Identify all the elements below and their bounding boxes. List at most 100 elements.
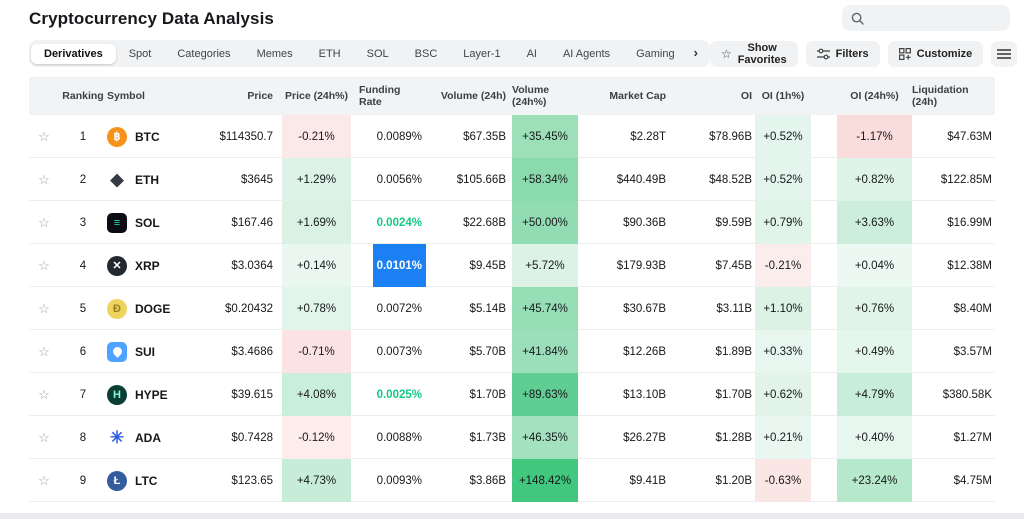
table-row[interactable]: ☆ 8 ✳ ADA $0.7428 -0.12% 0.0088% $1.73B … <box>29 416 995 459</box>
favorite-star-icon[interactable]: ☆ <box>38 300 50 316</box>
table-row[interactable]: ☆ 7 H HYPE $39.615 +4.08% 0.0025% $1.70B… <box>29 373 995 416</box>
funding-rate-cell[interactable]: 0.0088% <box>359 416 429 459</box>
col-volume-24h-pct[interactable]: Volume (24h%) <box>512 84 550 108</box>
funding-rate-cell[interactable]: 0.0056% <box>359 158 429 201</box>
funding-rate-value[interactable]: 0.0093% <box>376 474 422 487</box>
tab-layer-1[interactable]: Layer-1 <box>463 47 501 60</box>
table-row[interactable]: ☆ 2 ◆ ETH $3645 +1.29% 0.0056% $105.66B … <box>29 158 995 201</box>
favorite-star-icon[interactable]: ☆ <box>38 171 50 187</box>
filters-label: Filters <box>835 47 869 60</box>
favorite-star-icon[interactable]: ☆ <box>38 343 50 359</box>
tab-bsc[interactable]: BSC <box>414 47 438 60</box>
symbol-label: ADA <box>135 430 161 445</box>
volume-value: $9.45B <box>469 259 506 272</box>
tab-memes[interactable]: Memes <box>256 47 293 60</box>
col-price-24h[interactable]: Price (24h%) <box>284 90 349 102</box>
filters-button[interactable]: Filters <box>805 40 880 67</box>
funding-rate-cell[interactable]: 0.0101% <box>359 244 429 287</box>
tab-eth[interactable]: ETH <box>318 47 341 60</box>
favorite-star-icon[interactable]: ☆ <box>38 472 50 488</box>
funding-rate-value[interactable]: 0.0072% <box>376 302 422 315</box>
symbol-label: XRP <box>135 258 160 273</box>
funding-rate-value[interactable]: 0.0024% <box>376 216 422 229</box>
tab-ai[interactable]: AI <box>526 47 537 60</box>
oi-24h-cell: +23.24% <box>837 459 912 502</box>
funding-rate-value[interactable]: 0.0056% <box>376 173 422 186</box>
symbol-cell[interactable]: ✕ XRP <box>107 244 204 287</box>
favorite-star-icon[interactable]: ☆ <box>38 257 50 273</box>
tab-sol[interactable]: SOL <box>366 47 389 60</box>
show-favorites-button[interactable]: ☆ Show Favorites <box>709 40 798 67</box>
volume-change-cell: +148.42% <box>512 459 578 502</box>
col-funding-rate[interactable]: Funding Rate <box>359 84 401 108</box>
table-body: ☆ 1 ฿ BTC $114350.7 -0.21% 0.0089% $67.3… <box>29 115 995 502</box>
funding-rate-cell[interactable]: 0.0089% <box>359 115 429 158</box>
funding-rate-value[interactable]: 0.0088% <box>376 431 422 444</box>
liquidation-value: $16.99M <box>947 216 992 229</box>
table-row[interactable]: ☆ 6 SUI $3.4686 -0.71% 0.0073% $5.70B +4… <box>29 330 995 373</box>
tabs-scroll-chevron-icon[interactable]: › <box>693 45 698 60</box>
oi-1h-cell: +0.33% <box>755 330 811 373</box>
rank-value: 7 <box>79 388 87 401</box>
tab-derivatives[interactable]: Derivatives <box>31 43 116 64</box>
favorite-star-icon[interactable]: ☆ <box>38 429 50 445</box>
symbol-cell[interactable]: ≡ SOL <box>107 201 204 244</box>
col-volume-24h[interactable]: Volume (24h) <box>440 90 506 102</box>
symbol-label: BTC <box>135 129 160 144</box>
market-cap-value: $26.27B <box>623 431 666 444</box>
tab-gaming[interactable]: Gaming <box>636 47 675 60</box>
favorite-star-icon[interactable]: ☆ <box>38 128 50 144</box>
tab-categories[interactable]: Categories <box>177 47 231 60</box>
col-symbol[interactable]: Symbol <box>107 90 145 102</box>
table-row[interactable]: ☆ 3 ≡ SOL $167.46 +1.69% 0.0024% $22.68B… <box>29 201 995 244</box>
symbol-label: LTC <box>135 473 158 488</box>
table-row[interactable]: ☆ 4 ✕ XRP $3.0364 +0.14% 0.0101% $9.45B … <box>29 244 995 287</box>
price-value: $3645 <box>241 173 273 186</box>
oi-value: $1.28B <box>715 431 752 444</box>
funding-rate-cell[interactable]: 0.0072% <box>359 287 429 330</box>
table-row[interactable]: ☆ 5 Ð DOGE $0.20432 +0.78% 0.0072% $5.14… <box>29 287 995 330</box>
symbol-cell[interactable]: ◆ ETH <box>107 158 204 201</box>
funding-rate-value[interactable]: 0.0025% <box>376 388 422 401</box>
coin-icon: Ł <box>107 470 127 491</box>
tab-spot[interactable]: Spot <box>128 47 152 60</box>
funding-rate-cell[interactable]: 0.0073% <box>359 330 429 373</box>
volume-value: $67.35B <box>463 130 506 143</box>
category-tabs: Derivatives Spot Categories Memes ETH SOL BSC L… <box>29 40 710 67</box>
symbol-cell[interactable]: SUI <box>107 330 204 373</box>
symbol-cell[interactable]: Ł LTC <box>107 459 204 502</box>
table-menu-button[interactable] <box>991 40 1018 67</box>
col-oi[interactable]: OI <box>740 90 752 102</box>
funding-rate-value[interactable]: 0.0073% <box>376 345 422 358</box>
favorite-star-icon[interactable]: ☆ <box>38 214 50 230</box>
funding-rate-value[interactable]: 0.0101% <box>372 244 426 287</box>
table-row[interactable]: ☆ 1 ฿ BTC $114350.7 -0.21% 0.0089% $67.3… <box>29 115 995 158</box>
funding-rate-cell[interactable]: 0.0025% <box>359 373 429 416</box>
oi-24h-cell: +4.79% <box>837 373 912 416</box>
symbol-cell[interactable]: ฿ BTC <box>107 115 204 158</box>
symbol-cell[interactable]: Ð DOGE <box>107 287 204 330</box>
oi-value: $78.96B <box>709 130 752 143</box>
volume-change-cell: +5.72% <box>512 244 578 287</box>
col-oi-24h[interactable]: OI (24h%) <box>850 90 899 102</box>
table-row[interactable]: ☆ 9 Ł LTC $123.65 +4.73% 0.0093% $3.86B … <box>29 459 995 502</box>
symbol-cell[interactable]: ✳ ADA <box>107 416 204 459</box>
col-price[interactable]: Price <box>247 90 273 102</box>
col-liquidation[interactable]: Liquidation (24h) <box>912 84 969 108</box>
col-oi-1h[interactable]: OI (1h%) <box>761 90 805 102</box>
tab-ai-agents[interactable]: AI Agents <box>562 47 611 60</box>
search-box[interactable] <box>842 5 1010 31</box>
funding-rate-cell[interactable]: 0.0024% <box>359 201 429 244</box>
col-market-cap[interactable]: Market Cap <box>609 90 666 102</box>
funding-rate-value[interactable]: 0.0089% <box>376 130 422 143</box>
customize-button[interactable]: Customize <box>887 40 984 67</box>
symbol-label: SOL <box>135 215 160 230</box>
col-ranking[interactable]: Ranking <box>62 90 104 102</box>
symbol-cell[interactable]: H HYPE <box>107 373 204 416</box>
price-change-cell: +1.29% <box>282 158 351 201</box>
funding-rate-cell[interactable]: 0.0093% <box>359 459 429 502</box>
favorite-star-icon[interactable]: ☆ <box>38 386 50 402</box>
search-input[interactable] <box>870 12 1001 24</box>
volume-value: $1.73B <box>469 431 506 444</box>
